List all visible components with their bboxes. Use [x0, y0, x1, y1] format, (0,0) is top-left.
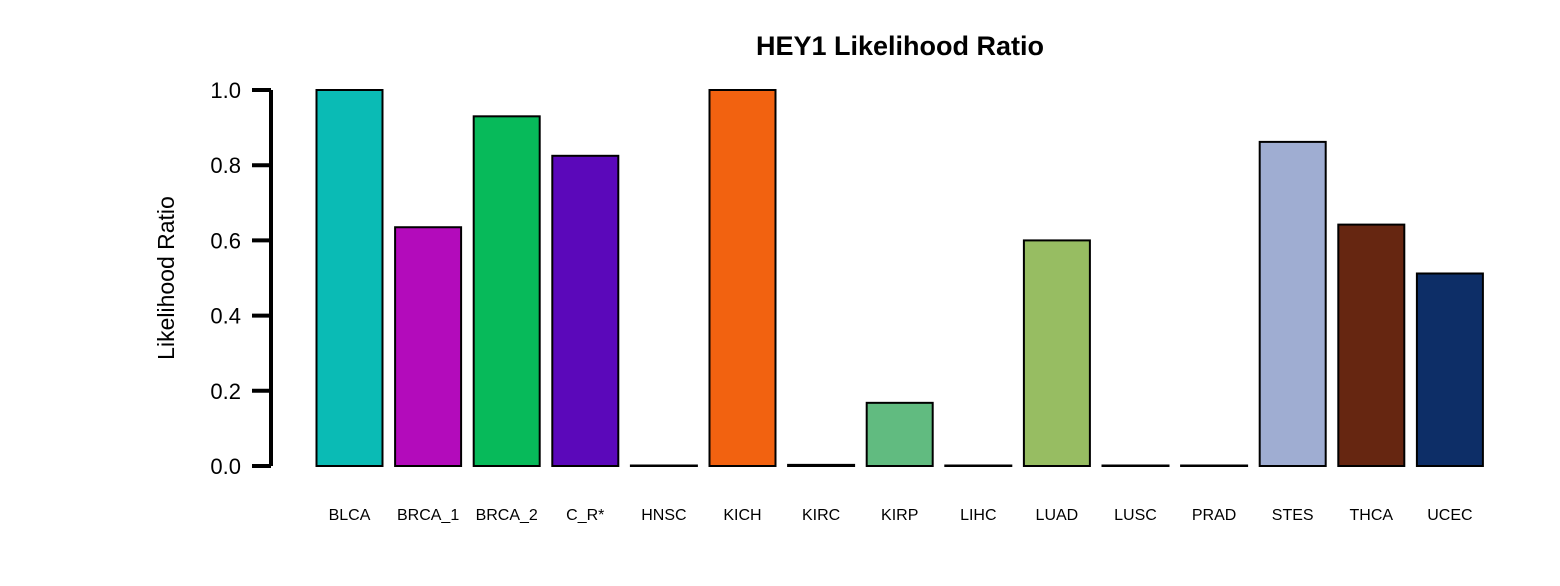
y-tick-label: 0.2	[210, 379, 241, 404]
x-tick-label: KIRC	[802, 507, 840, 524]
x-tick-label: STES	[1272, 507, 1314, 524]
x-tick-label: BRCA_1	[397, 507, 459, 524]
x-tick-label: LIHC	[960, 507, 996, 524]
bar-kirc	[787, 463, 856, 468]
bar-brca-1	[394, 226, 463, 467]
x-tick-label: KICH	[723, 507, 761, 524]
bar-kirp	[865, 401, 934, 467]
x-tick-label: C_R*	[566, 507, 604, 524]
y-tick-label: 1.0	[210, 78, 241, 103]
x-axis-tick-labels: BLCA BRCA_1 BRCA_2 C_R* HNSC KICH KIRC KIRP LIHC…	[329, 507, 1473, 524]
chart-title: HEY1 Likelihood Ratio	[756, 31, 1044, 61]
x-tick-label: LUAD	[1036, 507, 1079, 524]
x-tick-label: LUSC	[1114, 507, 1157, 524]
bar-prad	[1180, 464, 1249, 467]
y-axis: 0.0 0.2 0.4 0.6 0.8 1.0	[210, 78, 273, 479]
x-tick-label: HNSC	[641, 507, 686, 524]
x-tick-label: BLCA	[329, 507, 371, 524]
bar-lihc	[944, 464, 1013, 467]
bar-brca-2	[472, 115, 541, 467]
bar-kich	[708, 89, 777, 467]
y-axis-label: Likelihood Ratio	[153, 196, 179, 360]
x-tick-label: KIRP	[881, 507, 918, 524]
bar-stes	[1258, 140, 1327, 467]
x-tick-label: PRAD	[1192, 507, 1236, 524]
bar-luad	[1022, 239, 1091, 467]
x-tick-label: BRCA_2	[476, 507, 538, 524]
y-tick-label: 0.0	[210, 454, 241, 479]
bars	[315, 89, 1484, 468]
bar-thca	[1337, 223, 1406, 467]
bar-hnsc	[629, 464, 698, 467]
bar-blca	[315, 89, 384, 467]
y-tick-label: 0.8	[210, 153, 241, 178]
y-tick-label: 0.4	[210, 304, 241, 329]
x-tick-label: UCEC	[1427, 507, 1472, 524]
bar-ucec	[1415, 272, 1484, 467]
bar-lusc	[1101, 464, 1170, 467]
y-tick-label: 0.6	[210, 228, 241, 253]
x-tick-label: THCA	[1350, 507, 1394, 524]
bar-c-r-	[551, 154, 620, 468]
